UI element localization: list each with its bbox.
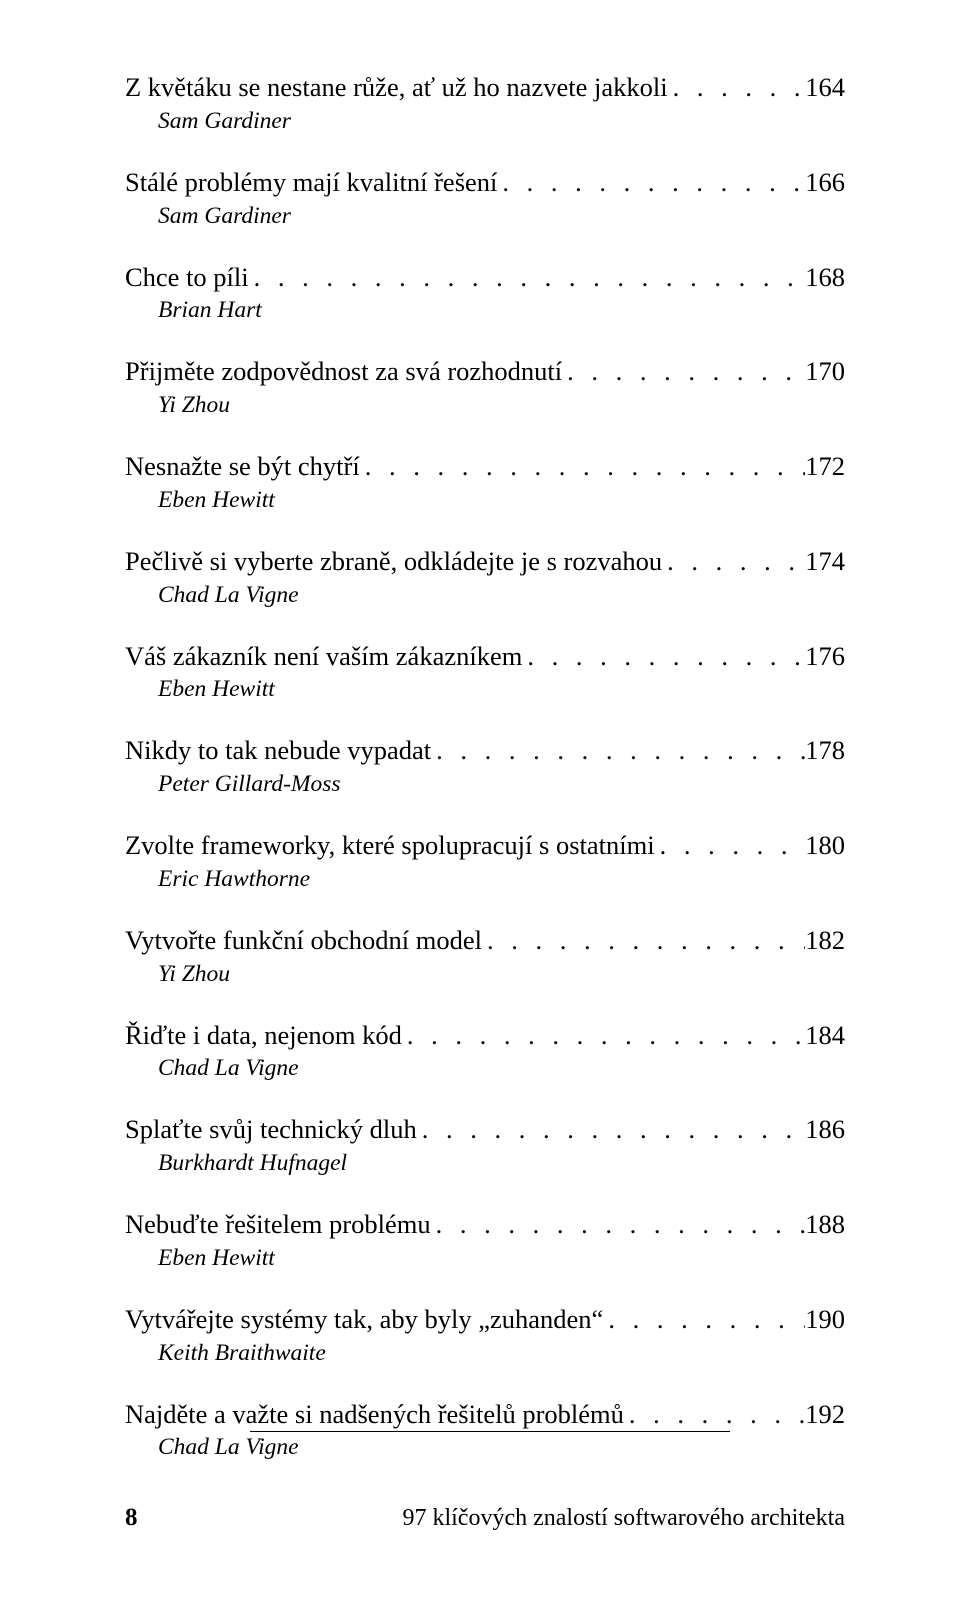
toc-title: Vytvářejte systémy tak, aby byly „zuhand… <box>125 1302 603 1338</box>
toc-entry: Chce to píli 168Brian Hart <box>125 260 845 325</box>
toc-page-number: 176 <box>805 639 845 675</box>
footer-page-number: 8 <box>125 1504 138 1532</box>
toc-page-number: 178 <box>805 733 845 769</box>
toc-leader-dots <box>417 1112 806 1148</box>
toc-entry: Nesnažte se být chytří 172Eben Hewitt <box>125 449 845 514</box>
footer-book-title: 97 klíčových znalostí softwarového archi… <box>402 1505 845 1532</box>
toc-page-number: 164 <box>805 70 845 106</box>
toc-page-number: 182 <box>805 923 845 959</box>
toc-author: Yi Zhou <box>125 392 845 419</box>
toc-title: Splaťte svůj technický dluh <box>125 1112 417 1148</box>
toc-title: Nesnažte se být chytří <box>125 449 360 485</box>
toc-title: Pečlivě si vyberte zbraně, odkládejte je… <box>125 544 662 580</box>
toc-line: Chce to píli 168 <box>125 260 845 296</box>
toc-page-number: 190 <box>805 1302 845 1338</box>
toc-entry: Přijměte zodpovědnost za svá rozhodnutí 1… <box>125 354 845 419</box>
toc-line: Váš zákazník není vaším zákazníkem 176 <box>125 639 845 675</box>
toc-page-number: 188 <box>805 1207 845 1243</box>
toc-leader-dots <box>249 260 806 296</box>
toc-leader-dots <box>522 639 805 675</box>
toc-title: Chce to píli <box>125 260 249 296</box>
toc-leader-dots <box>624 1397 805 1433</box>
page-footer: 8 97 klíčových znalostí softwarového arc… <box>125 1504 845 1532</box>
toc-page-number: 184 <box>805 1018 845 1054</box>
toc-entry: Nikdy to tak nebude vypadat 178Peter Gill… <box>125 733 845 798</box>
toc-title: Najděte a važte si nadšených řešitelů pr… <box>125 1397 624 1433</box>
toc-page-number: 180 <box>805 828 845 864</box>
toc-author: Peter Gillard-Moss <box>125 771 845 798</box>
toc-title: Řiďte i data, nejenom kód <box>125 1018 402 1054</box>
toc-line: Přijměte zodpovědnost za svá rozhodnutí 1… <box>125 354 845 390</box>
toc-entry: Vytvářejte systémy tak, aby byly „zuhand… <box>125 1302 845 1367</box>
toc-author: Yi Zhou <box>125 961 845 988</box>
toc-author: Eben Hewitt <box>125 487 845 514</box>
toc-author: Brian Hart <box>125 297 845 324</box>
toc-leader-dots <box>655 828 806 864</box>
toc-author: Chad La Vigne <box>125 1434 845 1461</box>
toc-entry: Splaťte svůj technický dluh 186Burkhardt … <box>125 1112 845 1177</box>
toc-title: Váš zákazník není vaším zákazníkem <box>125 639 522 675</box>
toc-title: Stálé problémy mají kvalitní řešení <box>125 165 497 201</box>
toc-entry: Pečlivě si vyberte zbraně, odkládejte je… <box>125 544 845 609</box>
toc-line: Z květáku se nestane růže, ať už ho nazv… <box>125 70 845 106</box>
footer-rule <box>250 1431 730 1432</box>
toc-entry: Nebuďte řešitelem problému 188Eben Hewitt <box>125 1207 845 1272</box>
toc-author: Eben Hewitt <box>125 676 845 703</box>
toc-page-number: 172 <box>805 449 845 485</box>
toc-title: Přijměte zodpovědnost za svá rozhodnutí <box>125 354 562 390</box>
toc-leader-dots <box>431 1207 806 1243</box>
toc-leader-dots <box>360 449 806 485</box>
toc-leader-dots <box>562 354 805 390</box>
toc-leader-dots <box>668 70 806 106</box>
toc-entry: Řiďte i data, nejenom kód 184Chad La Vign… <box>125 1018 845 1083</box>
toc-line: Vytvořte funkční obchodní model 182 <box>125 923 845 959</box>
toc-author: Eben Hewitt <box>125 1245 845 1272</box>
toc-line: Pečlivě si vyberte zbraně, odkládejte je… <box>125 544 845 580</box>
toc-author: Eric Hawthorne <box>125 866 845 893</box>
toc-list: Z květáku se nestane růže, ať už ho nazv… <box>125 70 845 1461</box>
toc-title: Zvolte frameworky, které spolupracují s … <box>125 828 655 864</box>
toc-entry: Z květáku se nestane růže, ať už ho nazv… <box>125 70 845 135</box>
toc-title: Z květáku se nestane růže, ať už ho nazv… <box>125 70 668 106</box>
toc-title: Nebuďte řešitelem problému <box>125 1207 431 1243</box>
toc-author: Chad La Vigne <box>125 582 845 609</box>
toc-author: Sam Gardiner <box>125 108 845 135</box>
toc-page-number: 170 <box>805 354 845 390</box>
toc-entry: Zvolte frameworky, které spolupracují s … <box>125 828 845 893</box>
toc-line: Splaťte svůj technický dluh 186 <box>125 1112 845 1148</box>
toc-line: Nesnažte se být chytří 172 <box>125 449 845 485</box>
toc-author: Burkhardt Hufnagel <box>125 1150 845 1177</box>
toc-author: Sam Gardiner <box>125 203 845 230</box>
toc-line: Najděte a važte si nadšených řešitelů pr… <box>125 1397 845 1433</box>
toc-line: Zvolte frameworky, které spolupracují s … <box>125 828 845 864</box>
toc-entry: Stálé problémy mají kvalitní řešení 166Sa… <box>125 165 845 230</box>
toc-entry: Váš zákazník není vaším zákazníkem 176Ebe… <box>125 639 845 704</box>
toc-page-number: 166 <box>805 165 845 201</box>
toc-line: Vytvářejte systémy tak, aby byly „zuhand… <box>125 1302 845 1338</box>
toc-leader-dots <box>482 923 805 959</box>
toc-leader-dots <box>431 733 805 769</box>
toc-author: Chad La Vigne <box>125 1055 845 1082</box>
toc-entry: Vytvořte funkční obchodní model 182Yi Zho… <box>125 923 845 988</box>
toc-page-number: 174 <box>805 544 845 580</box>
toc-title: Vytvořte funkční obchodní model <box>125 923 482 959</box>
toc-line: Nebuďte řešitelem problému 188 <box>125 1207 845 1243</box>
toc-leader-dots <box>497 165 805 201</box>
toc-page-number: 168 <box>805 260 845 296</box>
toc-leader-dots <box>662 544 805 580</box>
toc-line: Nikdy to tak nebude vypadat 178 <box>125 733 845 769</box>
toc-page: Z květáku se nestane růže, ať už ho nazv… <box>125 70 845 1532</box>
toc-page-number: 192 <box>805 1397 845 1433</box>
toc-entry: Najděte a važte si nadšených řešitelů pr… <box>125 1397 845 1462</box>
toc-line: Stálé problémy mají kvalitní řešení 166 <box>125 165 845 201</box>
toc-leader-dots <box>603 1302 805 1338</box>
toc-line: Řiďte i data, nejenom kód 184 <box>125 1018 845 1054</box>
toc-title: Nikdy to tak nebude vypadat <box>125 733 431 769</box>
toc-page-number: 186 <box>805 1112 845 1148</box>
toc-author: Keith Braithwaite <box>125 1340 845 1367</box>
toc-leader-dots <box>402 1018 805 1054</box>
